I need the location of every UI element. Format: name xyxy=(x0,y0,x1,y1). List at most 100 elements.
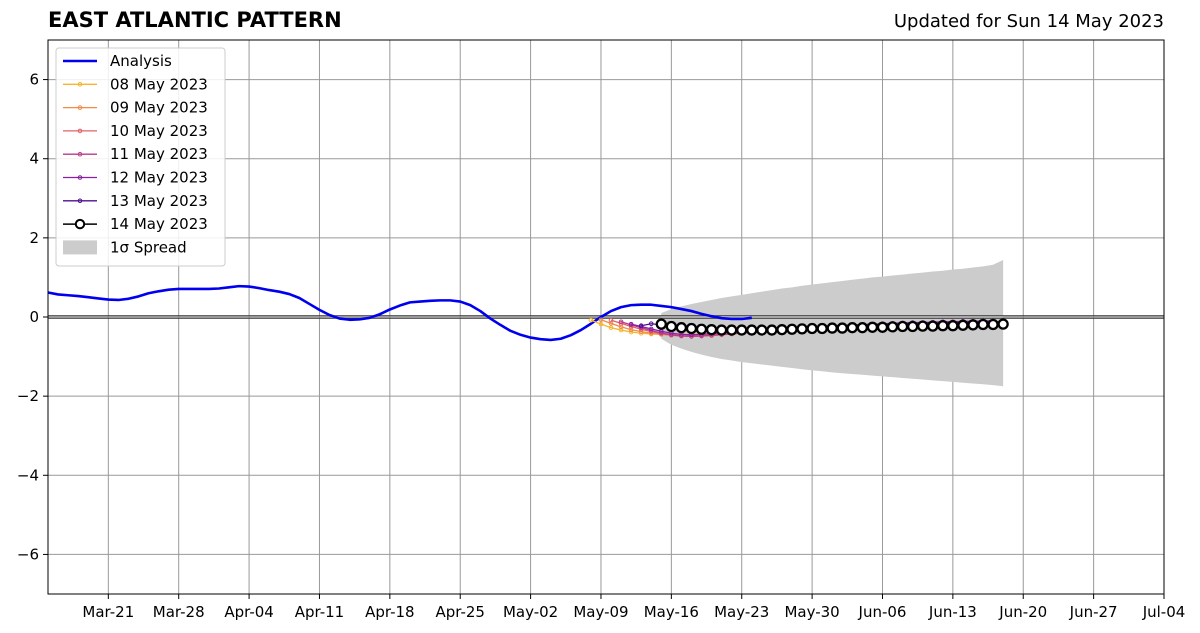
legend-item: 08 May 2023 xyxy=(63,75,208,93)
x-tick-label: May-16 xyxy=(644,603,699,621)
axes: Mar-21 Mar-28 Apr-04 Apr-11 Apr-18 Apr-25 May-… xyxy=(17,39,1186,621)
x-tick-label: May-23 xyxy=(714,603,769,621)
legend-marker xyxy=(77,198,83,204)
x-tick-label: Jun-13 xyxy=(928,603,977,621)
latest-point xyxy=(736,324,748,336)
y-tick-label: −2 xyxy=(17,387,39,405)
latest-point xyxy=(685,322,698,335)
y-tick-label: 2 xyxy=(29,229,39,247)
forecast-point xyxy=(618,319,624,325)
legend-item: 13 May 2023 xyxy=(63,192,208,210)
legend-item: 1σ Spread xyxy=(63,238,187,256)
latest-point xyxy=(695,323,708,335)
latest-point xyxy=(786,323,798,335)
legend-label: 09 May 2023 xyxy=(110,99,208,117)
latest-point xyxy=(957,319,969,331)
x-tick-label: May-30 xyxy=(784,603,839,621)
legend-marker xyxy=(77,175,83,180)
legend: Analysis 08 May 2023 09 May 2023 10 May 202… xyxy=(55,47,226,267)
latest-point xyxy=(655,318,667,330)
x-tick-label: Jul-04 xyxy=(1142,603,1186,621)
forecast-point xyxy=(608,317,614,323)
forecast-point xyxy=(638,323,644,329)
forecast-point xyxy=(648,321,654,327)
latest-point xyxy=(705,324,718,336)
latest-point xyxy=(987,318,999,331)
legend-item: 10 May 2023 xyxy=(63,122,208,140)
legend-label: 14 May 2023 xyxy=(110,215,208,233)
latest-point xyxy=(715,324,728,336)
latest-point xyxy=(796,323,808,335)
latest-point xyxy=(917,320,929,332)
forecast-point xyxy=(608,325,614,330)
x-tick-label: Mar-21 xyxy=(82,603,134,621)
latest-point xyxy=(906,320,919,333)
legend-label: 13 May 2023 xyxy=(110,192,208,210)
legend-marker xyxy=(74,218,86,230)
analysis-line xyxy=(47,284,752,342)
y-tick-label: 4 xyxy=(29,150,39,168)
latest-point xyxy=(726,324,738,336)
legend-label: 08 May 2023 xyxy=(110,75,208,93)
latest-point xyxy=(675,322,688,334)
latest-forecast-series xyxy=(655,318,1009,336)
latest-point xyxy=(866,321,879,333)
latest-point xyxy=(947,320,959,332)
legend-marker xyxy=(77,128,83,134)
forecast-point xyxy=(618,321,624,326)
x-tick-label: Apr-04 xyxy=(224,603,274,621)
latest-point xyxy=(967,319,979,331)
latest-point xyxy=(927,320,939,332)
legend-item: 12 May 2023 xyxy=(63,169,208,187)
x-tick-label: Apr-25 xyxy=(435,603,485,621)
x-tick-label: Mar-28 xyxy=(153,603,205,621)
chart-title: EAST ATLANTIC PATTERN xyxy=(48,8,342,32)
x-tick-label: Apr-11 xyxy=(295,603,345,621)
x-tick-label: Apr-18 xyxy=(365,603,415,621)
latest-point xyxy=(826,322,838,334)
y-tick-label: −6 xyxy=(17,545,39,563)
latest-point xyxy=(846,322,858,334)
latest-point xyxy=(766,324,778,336)
legend-item: 11 May 2023 xyxy=(63,145,208,163)
x-tick-label: May-02 xyxy=(503,603,558,621)
legend-label: 1σ Spread xyxy=(110,238,187,256)
zero-line xyxy=(48,315,1164,319)
legend-item: 09 May 2023 xyxy=(63,99,208,117)
latest-point xyxy=(856,322,869,334)
latest-point xyxy=(746,324,758,336)
x-tick-label: Jun-27 xyxy=(1069,603,1118,621)
legend-marker xyxy=(77,82,83,87)
forecast-point xyxy=(648,326,654,332)
forecast-point xyxy=(588,317,594,323)
latest-point xyxy=(886,321,899,333)
analysis-series xyxy=(47,284,752,342)
latest-point xyxy=(816,322,828,335)
x-tick-label: Jun-06 xyxy=(858,603,907,621)
latest-point xyxy=(665,320,678,333)
latest-point xyxy=(937,320,949,332)
latest-point xyxy=(836,322,848,334)
updated-date: Updated for Sun 14 May 2023 xyxy=(893,11,1164,32)
legend-label: 10 May 2023 xyxy=(110,122,208,140)
latest-point xyxy=(876,321,889,333)
legend-item: Analysis xyxy=(63,52,172,70)
forecast-point xyxy=(628,321,634,327)
latest-point xyxy=(977,318,989,331)
legend-marker xyxy=(77,151,83,157)
x-tick-label: Jun-20 xyxy=(998,603,1047,621)
forecast-point xyxy=(598,321,604,327)
latest-point xyxy=(806,322,818,335)
legend-patch xyxy=(63,240,97,255)
x-tick-label: May-09 xyxy=(573,603,628,621)
latest-point xyxy=(896,320,909,333)
legend-box xyxy=(55,47,226,267)
latest-point xyxy=(776,324,788,336)
y-tick-label: 0 xyxy=(29,308,39,326)
y-tick-label: 6 xyxy=(29,71,39,89)
latest-point xyxy=(997,318,1009,330)
legend-label: 11 May 2023 xyxy=(110,145,208,163)
legend-label: Analysis xyxy=(110,52,172,70)
y-tick-label: −4 xyxy=(17,466,39,484)
